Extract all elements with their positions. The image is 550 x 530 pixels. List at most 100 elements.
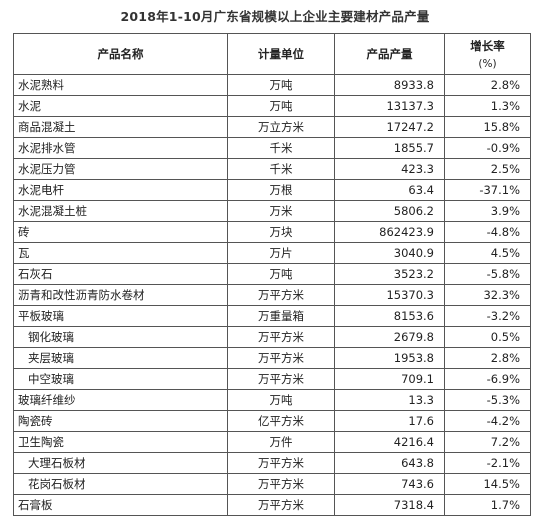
unit-cell: 万平方米 xyxy=(227,368,335,390)
unit-cell: 万平方米 xyxy=(227,473,335,495)
output-cell: 13137.3 xyxy=(334,95,445,117)
table-row: 石膏板 万平方米 7318.4 1.7% xyxy=(13,494,531,516)
table-row: 夹层玻璃 万平方米 1953.8 2.8% xyxy=(13,347,531,369)
table-row: 玻璃纤维纱 万吨 13.3 -5.3% xyxy=(13,389,531,411)
product-name-cell: 水泥熟料 xyxy=(13,74,228,96)
product-name-cell: 砖 xyxy=(13,221,228,243)
output-cell: 5806.2 xyxy=(334,200,445,222)
product-name-cell: 中空玻璃 xyxy=(13,368,228,390)
table-row: 平板玻璃 万重量箱 8153.6 -3.2% xyxy=(13,305,531,327)
growth-cell: 2.8% xyxy=(444,74,531,96)
table-row: 石灰石 万吨 3523.2 -5.8% xyxy=(13,263,531,285)
growth-cell: -37.1% xyxy=(444,179,531,201)
growth-cell: -5.3% xyxy=(444,389,531,411)
table-row: 中空玻璃 万平方米 709.1 -6.9% xyxy=(13,368,531,390)
unit-cell: 万件 xyxy=(227,431,335,453)
table-row: 大理石板材 万平方米 643.8 -2.1% xyxy=(13,452,531,474)
growth-cell: 2.8% xyxy=(444,347,531,369)
header-growth: 增长率 (%) xyxy=(444,33,531,75)
table-row: 水泥排水管 千米 1855.7 -0.9% xyxy=(13,137,531,159)
output-cell: 862423.9 xyxy=(334,221,445,243)
output-cell: 3523.2 xyxy=(334,263,445,285)
product-name-cell: 水泥电杆 xyxy=(13,179,228,201)
table-row: 瓦万片 3040.9 4.5% xyxy=(13,242,531,264)
product-name-cell: 瓦 xyxy=(13,242,228,264)
growth-cell: -4.2% xyxy=(444,410,531,432)
output-cell: 4216.4 xyxy=(334,431,445,453)
growth-cell: -0.9% xyxy=(444,137,531,159)
header-row: 产品名称 计量单位 产品产量 增长率 (%) xyxy=(13,33,531,75)
product-name-cell: 卫生陶瓷 xyxy=(13,431,228,453)
header-output: 产品产量 xyxy=(334,33,445,75)
product-name-cell: 石灰石 xyxy=(13,263,228,285)
table-row: 陶瓷砖 亿平方米 17.6 -4.2% xyxy=(13,410,531,432)
unit-cell: 万平方米 xyxy=(227,326,335,348)
unit-cell: 万平方米 xyxy=(227,452,335,474)
product-name-cell: 平板玻璃 xyxy=(13,305,228,327)
growth-cell: -4.8% xyxy=(444,221,531,243)
unit-cell: 万平方米 xyxy=(227,347,335,369)
table-row: 水泥熟料 万吨 8933.8 2.8% xyxy=(13,74,531,96)
product-name-cell: 玻璃纤维纱 xyxy=(13,389,228,411)
output-cell: 15370.3 xyxy=(334,284,445,306)
growth-cell: -6.9% xyxy=(444,368,531,390)
header-unit: 计量单位 xyxy=(227,33,335,75)
header-growth-label: 增长率 xyxy=(470,39,505,53)
unit-cell: 万吨 xyxy=(227,95,335,117)
product-name-cell: 商品混凝土 xyxy=(13,116,228,138)
product-name-cell: 水泥压力管 xyxy=(13,158,228,180)
output-cell: 709.1 xyxy=(334,368,445,390)
unit-cell: 万片 xyxy=(227,242,335,264)
unit-cell: 万平方米 xyxy=(227,494,335,516)
growth-cell: 14.5% xyxy=(444,473,531,495)
product-name-cell: 夹层玻璃 xyxy=(13,347,228,369)
product-name-cell: 沥青和改性沥青防水卷材 xyxy=(13,284,228,306)
product-name-cell: 陶瓷砖 xyxy=(13,410,228,432)
output-cell: 17247.2 xyxy=(334,116,445,138)
unit-cell: 亿平方米 xyxy=(227,410,335,432)
table-row: 商品混凝土 万立方米 17247.2 15.8% xyxy=(13,116,531,138)
growth-cell: 2.5% xyxy=(444,158,531,180)
output-cell: 8933.8 xyxy=(334,74,445,96)
growth-cell: 1.3% xyxy=(444,95,531,117)
output-cell: 3040.9 xyxy=(334,242,445,264)
product-name-cell: 水泥混凝土桩 xyxy=(13,200,228,222)
output-cell: 2679.8 xyxy=(334,326,445,348)
product-name-cell: 花岗石板材 xyxy=(13,473,228,495)
unit-cell: 万吨 xyxy=(227,74,335,96)
output-cell: 8153.6 xyxy=(334,305,445,327)
product-name-cell: 钢化玻璃 xyxy=(13,326,228,348)
output-cell: 423.3 xyxy=(334,158,445,180)
table-row: 水泥混凝土桩 万米 5806.2 3.9% xyxy=(13,200,531,222)
table-row: 卫生陶瓷 万件 4216.4 7.2% xyxy=(13,431,531,453)
table-row: 砖万块 862423.9 -4.8% xyxy=(13,221,531,243)
product-name-cell: 水泥 xyxy=(13,95,228,117)
table-row: 沥青和改性沥青防水卷材 万平方米 15370.3 32.3% xyxy=(13,284,531,306)
product-name-cell: 水泥排水管 xyxy=(13,137,228,159)
product-name-cell: 石膏板 xyxy=(13,494,228,516)
table-row: 水泥 万吨 13137.3 1.3% xyxy=(13,95,531,117)
growth-cell: -2.1% xyxy=(444,452,531,474)
growth-cell: 3.9% xyxy=(444,200,531,222)
table-row: 钢化玻璃 万平方米 2679.8 0.5% xyxy=(13,326,531,348)
growth-cell: 4.5% xyxy=(444,242,531,264)
growth-cell: 32.3% xyxy=(444,284,531,306)
table-header: 产品名称 计量单位 产品产量 增长率 (%) xyxy=(13,33,531,75)
output-cell: 63.4 xyxy=(334,179,445,201)
output-cell: 17.6 xyxy=(334,410,445,432)
growth-cell: 7.2% xyxy=(444,431,531,453)
table-row: 花岗石板材 万平方米 743.6 14.5% xyxy=(13,473,531,495)
growth-cell: 15.8% xyxy=(444,116,531,138)
table-row: 水泥压力管 千米 423.3 2.5% xyxy=(13,158,531,180)
output-cell: 743.6 xyxy=(334,473,445,495)
header-product-name: 产品名称 xyxy=(13,33,228,75)
unit-cell: 万块 xyxy=(227,221,335,243)
output-cell: 1855.7 xyxy=(334,137,445,159)
unit-cell: 万米 xyxy=(227,200,335,222)
header-growth-unit: (%) xyxy=(478,58,497,70)
growth-cell: 1.7% xyxy=(444,494,531,516)
unit-cell: 千米 xyxy=(227,137,335,159)
unit-cell: 万吨 xyxy=(227,263,335,285)
growth-cell: -5.8% xyxy=(444,263,531,285)
unit-cell: 万立方米 xyxy=(227,116,335,138)
